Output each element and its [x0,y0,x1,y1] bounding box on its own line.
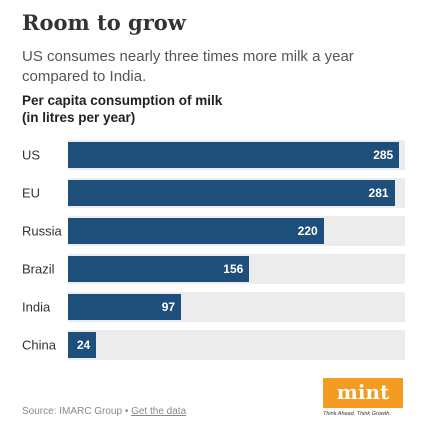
measure-label-line2: (in litres per year) [22,110,136,125]
bar [68,218,324,244]
value-label: 97 [161,300,176,314]
bar-row: US 285 [0,136,427,174]
measure-label-line1: Per capita consumption of milk [22,93,223,108]
bar-row: Brazil 156 [0,250,427,288]
logo-text: mint [336,380,390,404]
chart-subtitle: US consumes nearly three times more milk… [22,48,354,85]
category-label: US [22,147,41,163]
bar [68,256,250,282]
mint-logo: mint [323,378,403,408]
measure-label: Per capita consumption of milk (in litre… [22,92,322,126]
bar-track [68,330,405,360]
bar-row: India 97 [0,288,427,326]
bar [68,180,395,206]
get-data-link[interactable]: Get the data [131,406,187,417]
category-label: Russia [22,223,62,239]
logo-tagline: Think Ahead. Think Growth. [323,411,391,417]
bar-row: Russia 220 [0,212,427,250]
value-label: 220 [297,224,318,238]
bar [68,294,181,320]
category-label: EU [22,185,41,201]
category-label: China [22,337,56,353]
source-text: Source: IMARC Group • [22,406,132,417]
bar-chart: US 285 EU 281 Russia 220 Brazil 156 India 97 China… [0,136,427,366]
bar [68,142,400,168]
category-label: India [22,299,51,315]
source-line: Source: IMARC Group • Get the data [22,406,186,417]
value-label: 24 [76,338,91,352]
bar-row: China 24 [0,326,427,364]
bar-row: EU 281 [0,174,427,212]
bar [68,332,96,358]
value-label: 281 [368,186,389,200]
value-label: 156 [223,262,244,276]
category-label: Brazil [22,261,55,277]
value-label: 285 [373,148,394,162]
chart-title: Room to grow [22,10,186,35]
